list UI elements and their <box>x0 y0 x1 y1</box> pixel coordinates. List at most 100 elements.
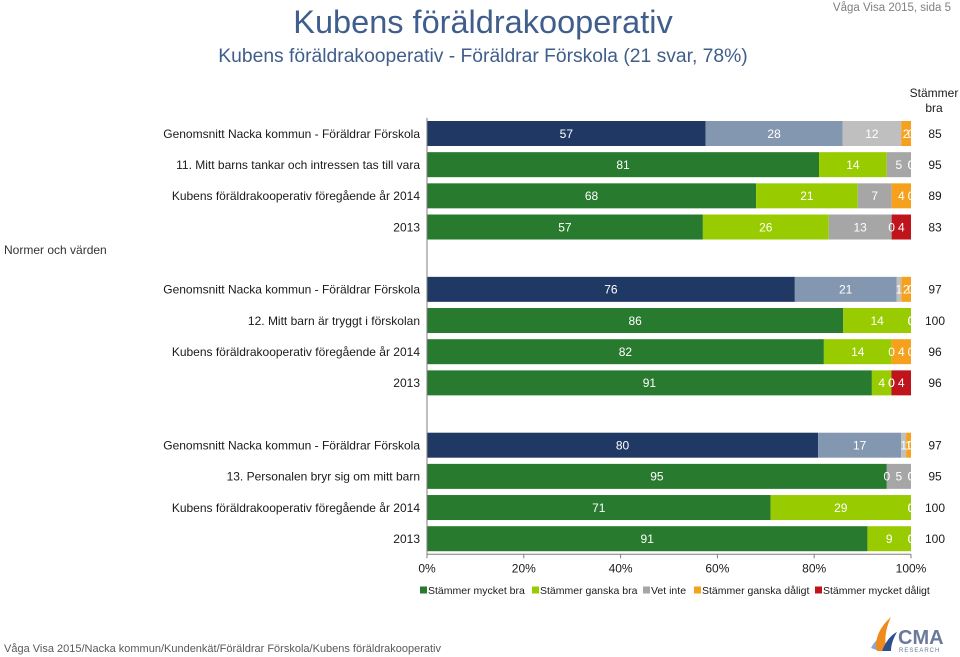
bar-segment <box>427 308 844 334</box>
segment-value-label: 5 <box>896 470 903 484</box>
legend-swatch <box>532 586 539 594</box>
segment-value-label: 0 <box>908 158 915 172</box>
logo-emblem-orange <box>876 617 891 651</box>
segment-value-label: 71 <box>592 501 606 515</box>
row-label: 13. Personalen bryr sig om mitt barn <box>227 470 420 484</box>
row-label: Genomsnitt Nacka kommun - Föräldrar Förs… <box>163 283 420 297</box>
segment-value-label: 0 <box>888 376 895 390</box>
legend-label: Stämmer ganska bra <box>540 585 638 597</box>
stammer-bra-value: 95 <box>928 470 942 484</box>
bar-segment <box>901 432 907 458</box>
bar-segment <box>896 276 902 302</box>
stammer-bra-value: 97 <box>928 283 942 297</box>
bar-segment <box>427 276 795 302</box>
segment-value-label: 57 <box>558 220 572 234</box>
bar-segment <box>770 495 911 521</box>
bar-segment <box>891 214 911 240</box>
page-subtitle: Kubens föräldrakooperativ - Föräldrar Fö… <box>218 46 747 67</box>
segment-value-label: 80 <box>616 439 630 453</box>
segment-value-label: 0 <box>908 314 915 328</box>
segment-value-label: 0 <box>908 501 915 515</box>
segment-value-label: 0 <box>908 532 915 546</box>
segment-value-label: 14 <box>870 314 884 328</box>
segment-value-label: 0 <box>908 439 915 453</box>
bar-row: 2013 91 4 00 4 96 <box>393 370 942 396</box>
segment-value-label: 0 <box>908 501 915 515</box>
segment-value-label: 81 <box>616 158 630 172</box>
bar-segment <box>427 121 706 146</box>
segment-value-label: 9 <box>886 532 893 546</box>
segment-value-label: 0 <box>883 470 890 484</box>
bar-row: Genomsnitt Nacka kommun - Föräldrar Förs… <box>163 276 942 302</box>
segment-value-label: 0 <box>908 283 915 297</box>
stacked-bar-chart: Genomsnitt Nacka kommun - Föräldrar Förs… <box>163 121 945 552</box>
row-label: Kubens föräldrakooperativ föregående år … <box>172 501 421 515</box>
summary-column-header-line2: bra <box>925 101 943 115</box>
bar-segment <box>886 152 911 178</box>
segment-value-label: 17 <box>853 439 867 453</box>
segment-value-label: 86 <box>628 314 642 328</box>
x-tick-label: 40% <box>609 561 633 575</box>
bar-segment <box>427 339 824 365</box>
bar-row: Genomsnitt Nacka kommun - Föräldrar Förs… <box>163 432 942 458</box>
summary-column-header-line1: Stämmer <box>910 86 959 100</box>
segment-value-label: 0 <box>888 376 895 390</box>
bar-segment <box>427 183 757 209</box>
bar-segment <box>891 370 911 396</box>
legend-item: Vet inte <box>643 585 686 597</box>
segment-value-label: 82 <box>619 345 633 359</box>
stammer-bra-value: 83 <box>928 220 942 234</box>
segment-value-label: 95 <box>650 470 664 484</box>
logo-wordmark: CMA <box>898 627 944 649</box>
bar-segment <box>901 121 911 146</box>
x-tick-label: 80% <box>802 561 826 575</box>
row-label: 11. Mitt barns tankar och intressen tas … <box>176 158 420 172</box>
bar-row: Kubens föräldrakooperativ föregående år … <box>172 495 945 521</box>
legend-item: Stämmer mycket bra <box>420 585 525 597</box>
segment-value-label: 4 <box>878 376 885 390</box>
bar-segment <box>427 526 868 552</box>
segment-value-label: 1 <box>900 439 907 453</box>
stammer-bra-value: 85 <box>928 127 942 141</box>
bar-segment <box>886 463 911 489</box>
segment-value-label: 14 <box>846 158 860 172</box>
segment-value-label: 57 <box>560 127 574 141</box>
bar-segment <box>871 370 892 396</box>
bar-segment <box>843 308 911 334</box>
legend-item: Stämmer mycket dåligt <box>815 585 930 597</box>
segment-value-label: 21 <box>839 283 853 297</box>
segment-value-label: 76 <box>604 283 618 297</box>
stammer-bra-value: 96 <box>928 345 942 359</box>
legend-label: Stämmer mycket bra <box>428 585 525 597</box>
row-label: Genomsnitt Nacka kommun - Föräldrar Förs… <box>163 127 420 141</box>
logo-emblem-blue <box>882 632 897 651</box>
bar-segment <box>427 463 887 489</box>
segment-value-label: 28 <box>767 127 781 141</box>
row-label: Genomsnitt Nacka kommun - Föräldrar Förs… <box>163 439 420 453</box>
segment-value-label: 4 <box>898 189 905 203</box>
segment-value-label: 1 <box>905 439 912 453</box>
stammer-bra-value: 96 <box>928 376 942 390</box>
x-tick-label: 60% <box>705 561 729 575</box>
bar-segment <box>857 183 892 209</box>
page-reference: Våga Visa 2015, sida 5 <box>833 2 951 14</box>
segment-value-label: 21 <box>800 189 814 203</box>
segment-value-label: 0 <box>908 314 915 328</box>
legend-label: Stämmer ganska dåligt <box>702 585 809 597</box>
cma-research-logo: CMA RESEARCH <box>871 617 944 654</box>
row-label: 2013 <box>393 220 420 234</box>
bar-segment <box>906 432 911 458</box>
segment-value-label: 0 <box>888 345 895 359</box>
bar-row: Kubens föräldrakooperativ föregående år … <box>172 339 942 365</box>
legend-swatch <box>694 586 701 594</box>
legend-item: Stämmer ganska dåligt <box>694 585 809 597</box>
x-tick-label: 20% <box>512 561 536 575</box>
chart-legend: Stämmer mycket bra Stämmer ganska bra Vet … <box>420 585 930 597</box>
stammer-bra-value: 95 <box>928 158 942 172</box>
legend-label: Vet inte <box>651 585 686 597</box>
stammer-bra-value: 97 <box>928 439 942 453</box>
segment-value-label: 0 <box>908 501 915 515</box>
stammer-bra-value: 100 <box>925 532 945 546</box>
segment-value-label: 0 <box>908 158 915 172</box>
